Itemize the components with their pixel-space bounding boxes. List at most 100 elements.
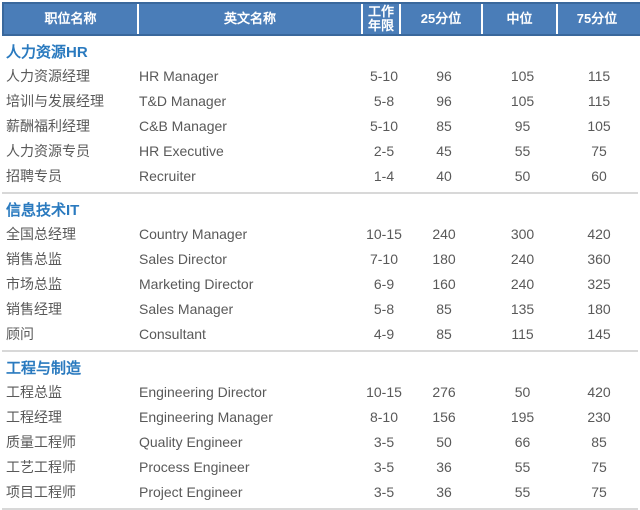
cell-p25: 96: [436, 92, 452, 109]
cell-position_en: Engineering Manager: [139, 408, 273, 425]
cell-median: 105: [510, 92, 535, 109]
cell-position_en: C&B Manager: [139, 117, 227, 134]
cell-median: 240: [510, 275, 535, 292]
cell-years: 6-9: [373, 275, 395, 292]
cell-median: 240: [510, 250, 535, 267]
header-position-cn: 职位名称: [4, 4, 139, 34]
cell-years: 1-4: [373, 167, 395, 184]
table-row: 薪酬福利经理 C&B Manager 5-10 85 95 105: [2, 113, 638, 138]
header-p75: 75分位: [576, 11, 618, 26]
table-section: 人力资源HR 人力资源经理 HR Manager 5-10 96 105 115 培训与发展经…: [2, 36, 638, 194]
cell-years: 8-10: [369, 408, 399, 425]
table-row: 工程经理 Engineering Manager 8-10 156 195 230: [2, 404, 638, 429]
cell-position_cn: 顾问: [6, 325, 34, 342]
cell-median: 66: [514, 433, 531, 450]
cell-p25: 156: [432, 408, 456, 425]
cell-position_cn: 市场总监: [6, 275, 62, 292]
cell-p25: 36: [436, 458, 452, 475]
cell-years: 7-10: [369, 250, 399, 267]
cell-position_en: Quality Engineer: [139, 433, 243, 450]
header-years: 工作年限: [363, 4, 401, 34]
header-position-en: 英文名称: [139, 4, 363, 34]
cell-years: 5-8: [373, 300, 395, 317]
cell-p25: 85: [436, 300, 452, 317]
cell-median: 55: [514, 142, 531, 159]
cell-years: 3-5: [373, 483, 395, 500]
cell-position_en: Process Engineer: [139, 458, 250, 475]
table-row: 销售经理 Sales Manager 5-8 85 135 180: [2, 296, 638, 321]
cell-position_en: Sales Director: [139, 250, 227, 267]
table-row: 工程总监 Engineering Director 10-15 276 50 420: [2, 379, 638, 404]
section-separator: [2, 508, 638, 510]
cell-years: 5-8: [373, 92, 395, 109]
cell-median: 115: [511, 325, 534, 342]
cell-p75: 360: [587, 250, 611, 267]
cell-p25: 276: [432, 383, 456, 400]
cell-p75: 325: [587, 275, 611, 292]
cell-median: 55: [514, 458, 531, 475]
cell-position_en: Engineering Director: [139, 383, 267, 400]
cell-p75: 230: [587, 408, 611, 425]
cell-years: 5-10: [369, 117, 399, 134]
cell-years: 5-10: [369, 67, 399, 84]
cell-p25: 85: [436, 117, 452, 134]
cell-position_cn: 培训与发展经理: [6, 92, 104, 109]
cell-p25: 85: [436, 325, 452, 342]
table-section: 工程与制造 工程总监 Engineering Director 10-15 276 50 4…: [2, 352, 638, 510]
table-row: 人力资源经理 HR Manager 5-10 96 105 115: [2, 63, 638, 88]
cell-position_cn: 质量工程师: [6, 433, 76, 450]
cell-position_en: Country Manager: [139, 225, 248, 242]
cell-median: 50: [514, 383, 531, 400]
cell-p25: 240: [432, 225, 456, 242]
table-row: 销售总监 Sales Director 7-10 180 240 360: [2, 246, 638, 271]
cell-p75: 180: [587, 300, 611, 317]
cell-position_cn: 工程经理: [6, 408, 62, 425]
cell-p75: 75: [591, 483, 607, 500]
cell-position_cn: 招聘专员: [6, 167, 62, 184]
cell-p75: 115: [587, 92, 611, 109]
cell-position_en: Project Engineer: [139, 483, 243, 500]
table-row: 顾问 Consultant 4-9 85 115 145: [2, 321, 638, 346]
cell-position_cn: 项目工程师: [6, 483, 76, 500]
cell-median: 105: [510, 67, 535, 84]
cell-years: 10-15: [366, 383, 402, 400]
cell-p25: 50: [436, 433, 452, 450]
cell-p75: 85: [591, 433, 607, 450]
cell-p25: 36: [436, 483, 452, 500]
table-row: 全国总经理 Country Manager 10-15 240 300 420: [2, 221, 638, 246]
cell-years: 4-9: [373, 325, 395, 342]
section-title: 信息技术IT: [6, 202, 80, 219]
section-separator: [2, 192, 638, 194]
cell-median: 195: [510, 408, 535, 425]
cell-position_cn: 全国总经理: [6, 225, 76, 242]
table-row: 招聘专员 Recruiter 1-4 40 50 60: [2, 163, 638, 188]
table-row: 工艺工程师 Process Engineer 3-5 36 55 75: [2, 454, 638, 479]
cell-position_en: HR Manager: [139, 67, 219, 84]
cell-median: 300: [510, 225, 535, 242]
cell-position_en: Recruiter: [139, 167, 196, 184]
header-p25: 25分位: [401, 4, 483, 34]
cell-position_cn: 销售总监: [6, 250, 62, 267]
cell-position_cn: 销售经理: [6, 300, 62, 317]
cell-p75: 105: [587, 117, 611, 134]
cell-p25: 160: [432, 275, 456, 292]
cell-p25: 180: [432, 250, 456, 267]
table-row: 项目工程师 Project Engineer 3-5 36 55 75: [2, 479, 638, 504]
table-row: 人力资源专员 HR Executive 2-5 45 55 75: [2, 138, 638, 163]
cell-p75: 420: [587, 225, 611, 242]
cell-p75: 420: [587, 383, 611, 400]
table-row: 市场总监 Marketing Director 6-9 160 240 325: [2, 271, 638, 296]
table-header-row: 职位名称 英文名称 工作年限 25分位 中位 75分位: [2, 2, 640, 36]
table-row: 培训与发展经理 T&D Manager 5-8 96 105 115: [2, 88, 638, 113]
cell-years: 10-15: [366, 225, 402, 242]
section-title: 人力资源HR: [6, 44, 88, 61]
cell-position_cn: 工程总监: [6, 383, 62, 400]
header-median: 中位: [483, 4, 558, 34]
cell-years: 3-5: [373, 458, 395, 475]
section-separator: [2, 350, 638, 352]
cell-p75: 75: [591, 142, 607, 159]
cell-p25: 96: [436, 67, 452, 84]
table-section: 信息技术IT 全国总经理 Country Manager 10-15 240 300 420…: [2, 194, 638, 352]
cell-median: 50: [514, 167, 531, 184]
